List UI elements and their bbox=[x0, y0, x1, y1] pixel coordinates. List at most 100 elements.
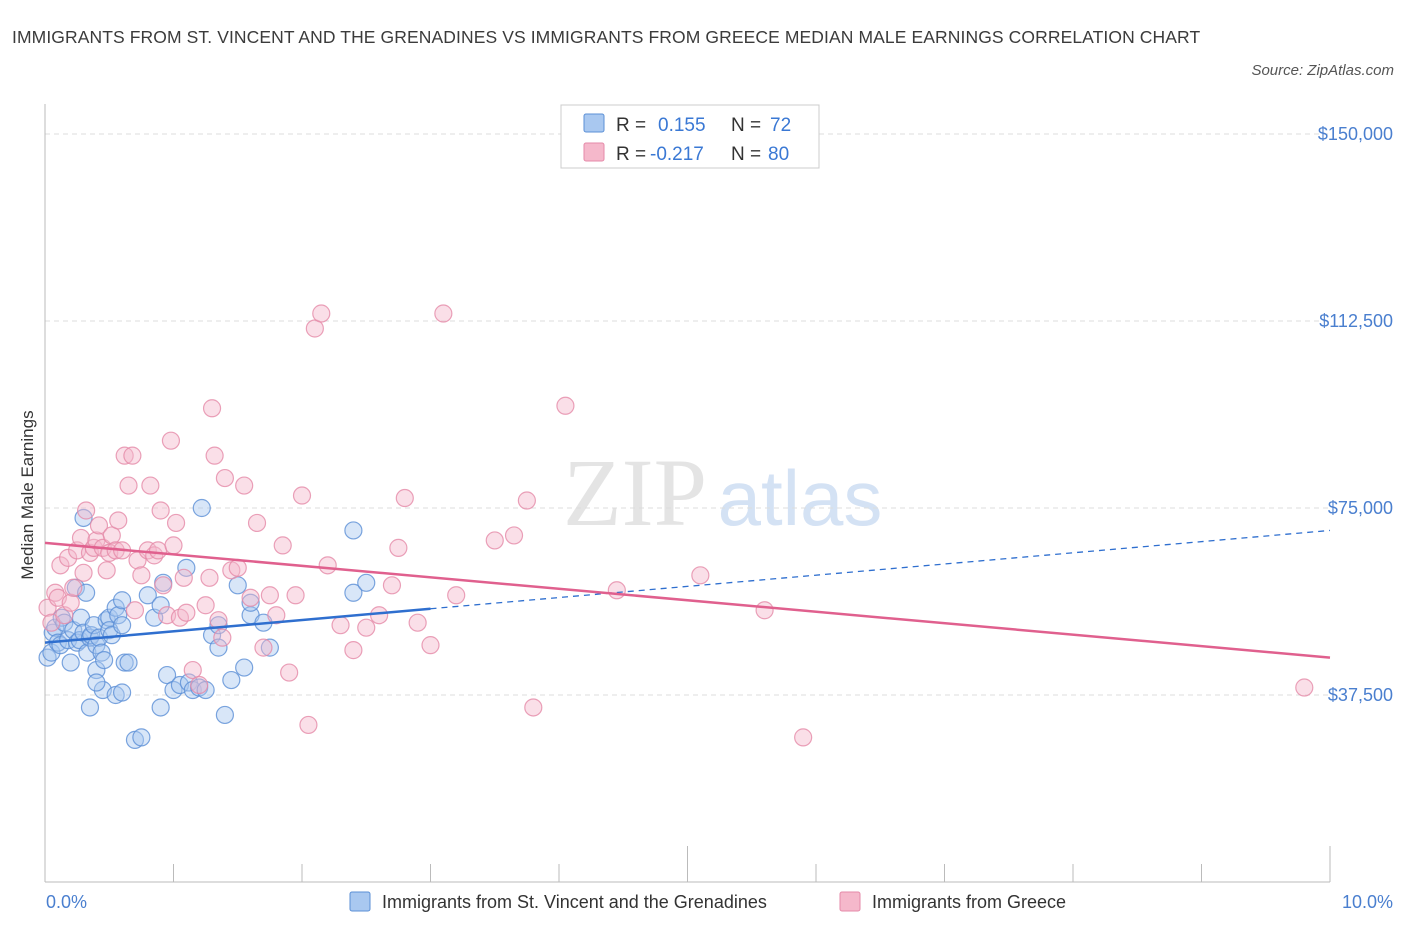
data-point-pink bbox=[794, 728, 813, 747]
data-point-pink bbox=[161, 431, 181, 450]
data-point-pink bbox=[123, 446, 142, 465]
data-point-pink bbox=[344, 641, 363, 660]
data-point-pink bbox=[607, 581, 626, 600]
bottom-legend-swatch-pink bbox=[839, 891, 861, 912]
legend-swatch-blue bbox=[583, 113, 605, 133]
data-point-pink bbox=[205, 446, 224, 465]
data-point-blue bbox=[241, 593, 260, 612]
data-point-pink bbox=[691, 566, 710, 585]
data-point-pink bbox=[1295, 678, 1314, 697]
data-point-pink bbox=[395, 488, 414, 508]
data-point-blue bbox=[109, 606, 128, 625]
data-point-pink bbox=[504, 526, 524, 545]
data-point-blue bbox=[209, 638, 228, 657]
data-point-pink bbox=[115, 446, 134, 465]
data-point-blue bbox=[112, 616, 132, 635]
data-point-pink bbox=[141, 476, 160, 495]
data-point-blue bbox=[222, 670, 241, 690]
data-point-pink bbox=[408, 613, 427, 632]
legend-n-value-blue: 72 bbox=[770, 115, 791, 136]
data-point-pink bbox=[382, 576, 402, 595]
data-point-pink bbox=[154, 576, 173, 595]
legend-swatch-pink bbox=[583, 142, 605, 162]
data-point-pink bbox=[166, 513, 186, 533]
data-point-pink bbox=[260, 586, 279, 605]
data-point-pink bbox=[556, 396, 575, 415]
bottom-legend-swatch-blue bbox=[349, 891, 371, 912]
data-point-pink bbox=[119, 476, 138, 495]
data-point-blue bbox=[138, 586, 157, 605]
data-point-blue bbox=[61, 653, 80, 672]
watermark-atlas: atlas bbox=[718, 454, 883, 542]
data-point-blue bbox=[344, 583, 363, 602]
data-point-pink bbox=[51, 556, 70, 575]
legend-r-value-pink: -0.217 bbox=[650, 144, 704, 165]
data-point-pink bbox=[421, 636, 440, 655]
trend-line-blue bbox=[44, 607, 431, 644]
legend-n-label-pink: N = bbox=[731, 144, 761, 165]
data-point-pink bbox=[177, 603, 196, 622]
data-point-pink bbox=[74, 563, 93, 582]
data-point-pink bbox=[312, 304, 331, 323]
data-point-pink bbox=[46, 583, 65, 602]
data-point-pink bbox=[755, 601, 774, 620]
data-point-pink bbox=[125, 601, 145, 620]
data-point-pink bbox=[202, 399, 222, 418]
data-point-pink bbox=[305, 319, 324, 338]
bottom-legend: Immigrants from St. Vincent and the Gren… bbox=[349, 891, 1066, 912]
y-tick-label: $37,500 bbox=[1328, 685, 1393, 705]
data-point-pink bbox=[357, 618, 376, 637]
data-point-blue bbox=[87, 673, 106, 692]
data-point-pink bbox=[132, 566, 151, 585]
trend-line-pink bbox=[44, 541, 1331, 659]
legend-r-label-blue: R = bbox=[616, 115, 646, 136]
data-point-pink bbox=[524, 698, 543, 717]
data-point-pink bbox=[174, 568, 193, 587]
data-point-pink bbox=[200, 568, 219, 587]
data-point-pink bbox=[89, 516, 109, 535]
data-point-pink bbox=[213, 628, 232, 647]
data-point-blue bbox=[80, 698, 100, 717]
data-point-pink bbox=[247, 513, 267, 533]
data-point-pink bbox=[77, 501, 96, 520]
data-point-pink bbox=[318, 556, 337, 575]
data-point-pink bbox=[292, 486, 312, 505]
y-tick-label: $112,500 bbox=[1319, 311, 1393, 331]
data-point-blue bbox=[95, 650, 114, 670]
data-point-pink bbox=[164, 536, 183, 555]
data-point-blue bbox=[235, 658, 254, 677]
data-point-blue bbox=[157, 665, 177, 685]
x-tick-label-left: 0.0% bbox=[46, 892, 87, 912]
y-tick-label: $150,000 bbox=[1318, 124, 1393, 144]
gridlines bbox=[45, 133, 1330, 696]
bottom-legend-label-pink: Immigrants from Greece bbox=[872, 892, 1066, 912]
trend-line-blue-extension bbox=[430, 529, 1331, 610]
data-point-blue bbox=[115, 653, 134, 672]
chart-title: IMMIGRANTS FROM ST. VINCENT AND THE GREN… bbox=[12, 27, 1201, 47]
data-point-blue bbox=[151, 596, 170, 615]
data-point-pink bbox=[286, 586, 305, 605]
data-point-blue bbox=[260, 638, 279, 657]
data-point-blue bbox=[112, 591, 132, 610]
data-point-pink bbox=[241, 588, 260, 607]
data-point-pink bbox=[109, 511, 128, 530]
data-point-pink bbox=[183, 660, 202, 680]
legend-r-value-blue: 0.155 bbox=[658, 115, 706, 136]
legend-box: R = 0.155 N = 72 R = -0.217 N = 80 bbox=[560, 104, 820, 169]
data-point-blue bbox=[106, 598, 125, 617]
data-point-blue bbox=[92, 643, 111, 662]
data-point-pink bbox=[299, 715, 318, 735]
data-point-blue bbox=[52, 608, 71, 627]
data-point-pink bbox=[102, 526, 121, 545]
source-label: Source: ZipAtlas.com bbox=[1251, 62, 1394, 79]
y-tick-label: $75,000 bbox=[1328, 498, 1393, 518]
data-point-pink bbox=[61, 593, 80, 612]
data-point-pink bbox=[196, 596, 215, 615]
data-point-pink bbox=[485, 531, 504, 550]
data-point-pink bbox=[254, 638, 273, 657]
bottom-legend-label-blue: Immigrants from St. Vincent and the Gren… bbox=[382, 892, 767, 912]
trend-lines bbox=[44, 529, 1331, 659]
data-point-pink bbox=[209, 611, 228, 630]
data-point-blue bbox=[344, 521, 363, 540]
data-point-pink bbox=[97, 561, 116, 580]
